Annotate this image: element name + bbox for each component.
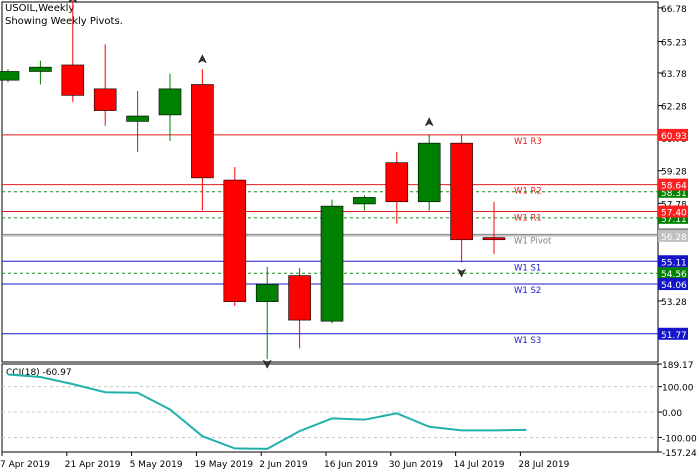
pivot-level-tag: 57.40 [661, 209, 687, 219]
time-tick-label: 2 Jun 2019 [259, 460, 308, 470]
dashed-level-tag: 57.11 [661, 215, 687, 225]
chart-subtitle: Showing Weekly Pivots. [5, 16, 123, 27]
price-tick-label: 57.78 [661, 200, 687, 210]
time-tick-label: 28 Jul 2019 [518, 460, 569, 470]
pivot-level-tag: 58.64 [661, 182, 687, 192]
candle-bear [288, 275, 311, 321]
candle-bull [0, 71, 20, 81]
fractal-down-arrow [262, 359, 272, 369]
time-tick-label: 30 Jun 2019 [389, 460, 443, 470]
price-tags: 58.3157.1154.5660.9358.6457.4056.3555.11… [658, 128, 688, 341]
price-tick-label: 59.28 [661, 168, 687, 178]
candle-bull [126, 115, 149, 122]
candle-bull [353, 197, 376, 205]
fractal-markers [68, 0, 467, 369]
time-axis: 7 Apr 2019 21 Apr 2019 5 May 2019 19 May 20… [0, 452, 570, 470]
cci-panel: CCI(18) -60.97 189.17 100.00 0.00 -100.00 -15… [2, 361, 697, 459]
time-tick-label: 14 Jul 2019 [454, 460, 505, 470]
pivot-level-tag-bg [658, 327, 688, 340]
cci-panel-frame [1, 363, 659, 453]
pivot-level-tag-bg [658, 205, 688, 218]
cci-tick-label: -100.00 [662, 434, 697, 444]
pivot-level-tag-bg [658, 255, 688, 268]
candle-bear [223, 179, 247, 302]
pivot-level-tag: 54.06 [661, 281, 687, 291]
cci-label: CCI(18) -60.97 [6, 368, 72, 378]
candle-bull [158, 88, 182, 116]
fractal-up-arrow [68, 0, 78, 3]
candle-bear [482, 237, 506, 241]
fractal-down-arrow [457, 268, 467, 278]
candle-bull [255, 283, 279, 302]
pivot-level-label: W1 R2 [514, 187, 542, 197]
candle-bull [417, 142, 441, 203]
current-price-tag-bg [658, 229, 688, 242]
pivot-level-label: W1 S3 [514, 336, 541, 346]
price-tick-label: 63.78 [661, 70, 687, 80]
pivot-level-label: W1 S1 [514, 263, 541, 273]
pivot-level-label: W1 S2 [514, 286, 541, 296]
fractal-up-arrow [424, 117, 434, 127]
candle-bear [61, 64, 85, 96]
cci-tick-label: -157.24 [662, 449, 697, 459]
dashed-level-tag-bg [658, 267, 688, 280]
pivot-level-tag: 51.77 [661, 331, 687, 341]
cci-line [7, 373, 527, 450]
price-tick-label: 65.23 [661, 39, 687, 49]
pivot-level-label: W1 Pivot [514, 236, 552, 246]
cci-tick-label: 0.00 [662, 409, 682, 419]
price-tick-label: 66.78 [661, 5, 687, 15]
cci-tick-label: 100.00 [662, 384, 694, 394]
current-price-tag: 56.28 [661, 233, 687, 243]
candle-bear [93, 88, 117, 111]
candle-bull [29, 66, 52, 72]
candle-bear [385, 162, 409, 203]
pivot-level-tag-bg [658, 278, 688, 291]
candle-bear [191, 84, 214, 179]
time-tick-label: 16 Jun 2019 [324, 460, 378, 470]
dashed-level-tag: 58.31 [661, 189, 687, 199]
pivot-level-tag-bg [658, 178, 688, 191]
dashed-level-tag: 54.56 [661, 270, 687, 280]
pivot-level-label: W1 R1 [514, 214, 542, 224]
chart-title: USOIL,Weekly [5, 3, 75, 14]
fractal-up-arrow [197, 54, 207, 64]
candles [0, 0, 506, 360]
candle-bear [450, 142, 473, 241]
pivot-level-tag: 60.93 [661, 132, 687, 142]
price-tick-label: 62.28 [661, 103, 687, 113]
pivot-level-tag: 55.11 [661, 258, 687, 268]
time-tick-label: 7 Apr 2019 [0, 460, 50, 470]
pivot-level-tag-bg [658, 128, 688, 141]
candle-bull [320, 205, 344, 322]
pivot-level-label: W1 R3 [514, 137, 542, 147]
price-tick-label: 53.28 [661, 298, 687, 308]
time-tick-label: 19 May 2019 [194, 460, 253, 470]
time-tick-label: 21 Apr 2019 [65, 460, 121, 470]
time-tick-label: 5 May 2019 [130, 460, 183, 470]
cci-tick-label: 189.17 [662, 361, 694, 371]
